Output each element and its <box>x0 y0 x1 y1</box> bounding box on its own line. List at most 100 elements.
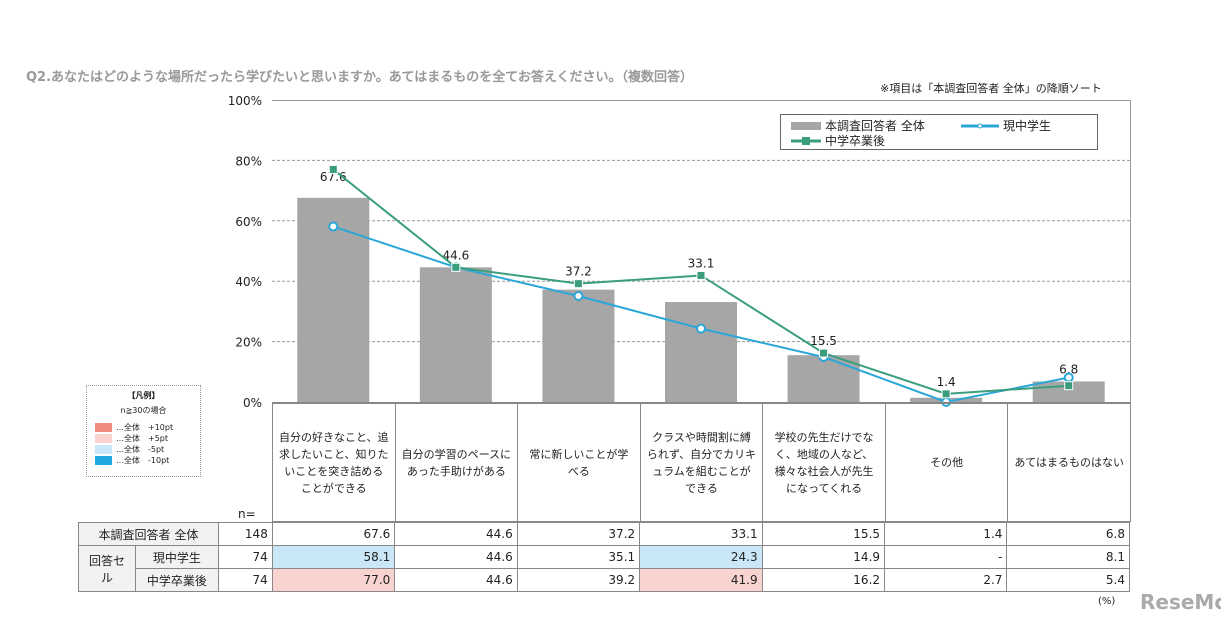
n-cell: 148 <box>217 522 273 546</box>
value-cell: 2.7 <box>884 568 1008 592</box>
line-point <box>941 389 951 399</box>
key-subtitle: n≧30の場合 <box>120 406 167 415</box>
row-label: 中学卒業後 <box>134 568 219 592</box>
value-cell: 44.6 <box>394 522 518 546</box>
watermark-logo: ReseMom <box>1140 590 1221 614</box>
line-point <box>1063 372 1074 383</box>
value-cell: 33.1 <box>639 522 763 546</box>
color-swatch-icon <box>95 456 112 465</box>
chart-title: Q2.あなたはどのような場所だったら学びたいと思いますか。あてはまるものを全てお… <box>26 70 693 85</box>
y-tick-label: 20% <box>235 336 262 350</box>
table-row: 中学卒業後 74 77.0 44.6 39.2 41.9 16.2 2.7 5.4 <box>79 568 1130 592</box>
line-point <box>328 164 338 174</box>
line-point <box>573 290 584 301</box>
category-header: あてはまるものはない <box>1007 402 1131 522</box>
value-cell: 1.4 <box>884 522 1008 546</box>
bar <box>419 267 492 402</box>
line-point <box>573 279 583 289</box>
category-header: 学校の先生だけでなく、地域の人など、様々な社会人が先生になってくれる <box>762 402 886 522</box>
y-tick-label: 40% <box>235 275 262 289</box>
category-header: 常に新しいことが学べる <box>517 402 641 522</box>
color-swatch-icon <box>95 445 112 454</box>
line-point <box>451 262 461 272</box>
value-cell: 8.1 <box>1006 545 1130 569</box>
value-cell: 24.3 <box>639 545 763 569</box>
key-item: …全体 -5pt <box>95 444 200 455</box>
bar-swatch-icon <box>791 121 821 130</box>
category-header: その他 <box>884 402 1009 522</box>
data-label: 67.6 <box>320 170 347 184</box>
plot-area <box>272 100 1131 403</box>
data-label: 1.4 <box>937 375 956 389</box>
value-cell: 16.2 <box>761 568 886 592</box>
data-label: 6.8 <box>1059 362 1078 376</box>
color-key: 【凡例】 n≧30の場合 …全体 +10pt …全体 +5pt …全体 -5pt …全… <box>86 385 201 477</box>
data-label: 33.1 <box>688 256 715 270</box>
value-cell: 41.9 <box>639 568 763 592</box>
key-item: …全体 -10pt <box>95 455 200 466</box>
category-header: クラスや時間割に縛られず、自分でカリキュラムを組むことができる <box>639 402 764 522</box>
line-square-icon <box>791 136 821 145</box>
category-header: 自分の好きなこと、追求したいこと、知りたいことを突き詰めることができる <box>272 402 396 522</box>
value-cell: 6.8 <box>1006 522 1130 546</box>
line-point <box>1064 381 1074 391</box>
row-label: 現中学生 <box>134 545 219 569</box>
data-label: 37.2 <box>565 265 592 279</box>
legend-label: 現中学生 <box>1003 119 1052 133</box>
data-table: 本調査回答者 全体 148 67.6 44.6 37.2 33.1 15.5 1.4 6.8 回答… <box>78 522 1130 592</box>
data-label: 44.6 <box>442 248 469 262</box>
color-swatch-icon <box>95 423 112 432</box>
bar <box>297 197 370 402</box>
key-item: …全体 +5pt <box>95 433 200 444</box>
line-point <box>819 348 829 358</box>
value-cell: 44.6 <box>394 568 518 592</box>
value-cell: 77.0 <box>271 568 396 592</box>
n-label: n= <box>238 507 256 521</box>
value-cell: 35.1 <box>516 545 641 569</box>
value-cell: - <box>884 545 1008 569</box>
data-label: 15.5 <box>810 334 837 348</box>
key-label: …全体 -10pt <box>116 456 170 465</box>
value-cell: 58.1 <box>271 545 396 569</box>
value-cell: 67.6 <box>271 522 396 546</box>
color-swatch-icon <box>95 434 112 443</box>
legend-label: 本調査回答者 全体 <box>825 119 925 133</box>
key-title: 【凡例】 <box>127 391 160 400</box>
value-cell: 44.6 <box>394 545 518 569</box>
line-point <box>328 221 339 232</box>
bar <box>665 302 737 402</box>
key-label: …全体 -5pt <box>116 445 165 454</box>
legend-item-total: 本調査回答者 全体 <box>791 117 925 134</box>
value-cell: 39.2 <box>516 568 641 592</box>
key-label: …全体 +5pt <box>116 434 169 443</box>
bar <box>542 289 615 402</box>
sort-note: ※項目は「本調査回答者 全体」の降順ソート <box>880 82 1102 95</box>
group-label: 回答セル <box>78 545 136 592</box>
legend-item-graduate: 中学卒業後 <box>791 132 885 149</box>
table-row: 回答セル 現中学生 74 58.1 44.6 35.1 24.3 14.9-8.1 <box>78 545 1130 592</box>
y-tick-label: 60% <box>235 215 262 229</box>
y-tick-label: 0% <box>243 396 262 410</box>
y-tick-label: 80% <box>235 154 262 168</box>
bar <box>787 355 860 402</box>
table-row: 本調査回答者 全体 148 67.6 44.6 37.2 33.1 15.5 1.4 6.8 <box>78 522 1130 546</box>
legend-item-current: 現中学生 <box>961 117 1051 134</box>
legend: 本調査回答者 全体 現中学生 中学卒業後 <box>780 114 1098 150</box>
n-cell: 74 <box>217 545 273 569</box>
unit-label: (%) <box>1098 596 1116 607</box>
value-cell: 37.2 <box>516 522 641 546</box>
line-marker-icon <box>961 123 999 128</box>
y-tick-label: 100% <box>228 94 262 108</box>
line-point <box>696 323 706 334</box>
n-cell: 74 <box>217 568 273 592</box>
row-label: 本調査回答者 全体 <box>78 522 219 546</box>
key-label: …全体 +10pt <box>116 423 174 432</box>
key-item: …全体 +10pt <box>95 422 200 433</box>
value-cell: 14.9 <box>761 545 886 569</box>
value-cell: 5.4 <box>1006 568 1130 592</box>
category-header: 自分の学習のペースにあった手助けがある <box>394 402 519 522</box>
value-cell: 15.5 <box>761 522 886 546</box>
line-point <box>696 270 706 280</box>
legend-label: 中学卒業後 <box>825 134 886 148</box>
